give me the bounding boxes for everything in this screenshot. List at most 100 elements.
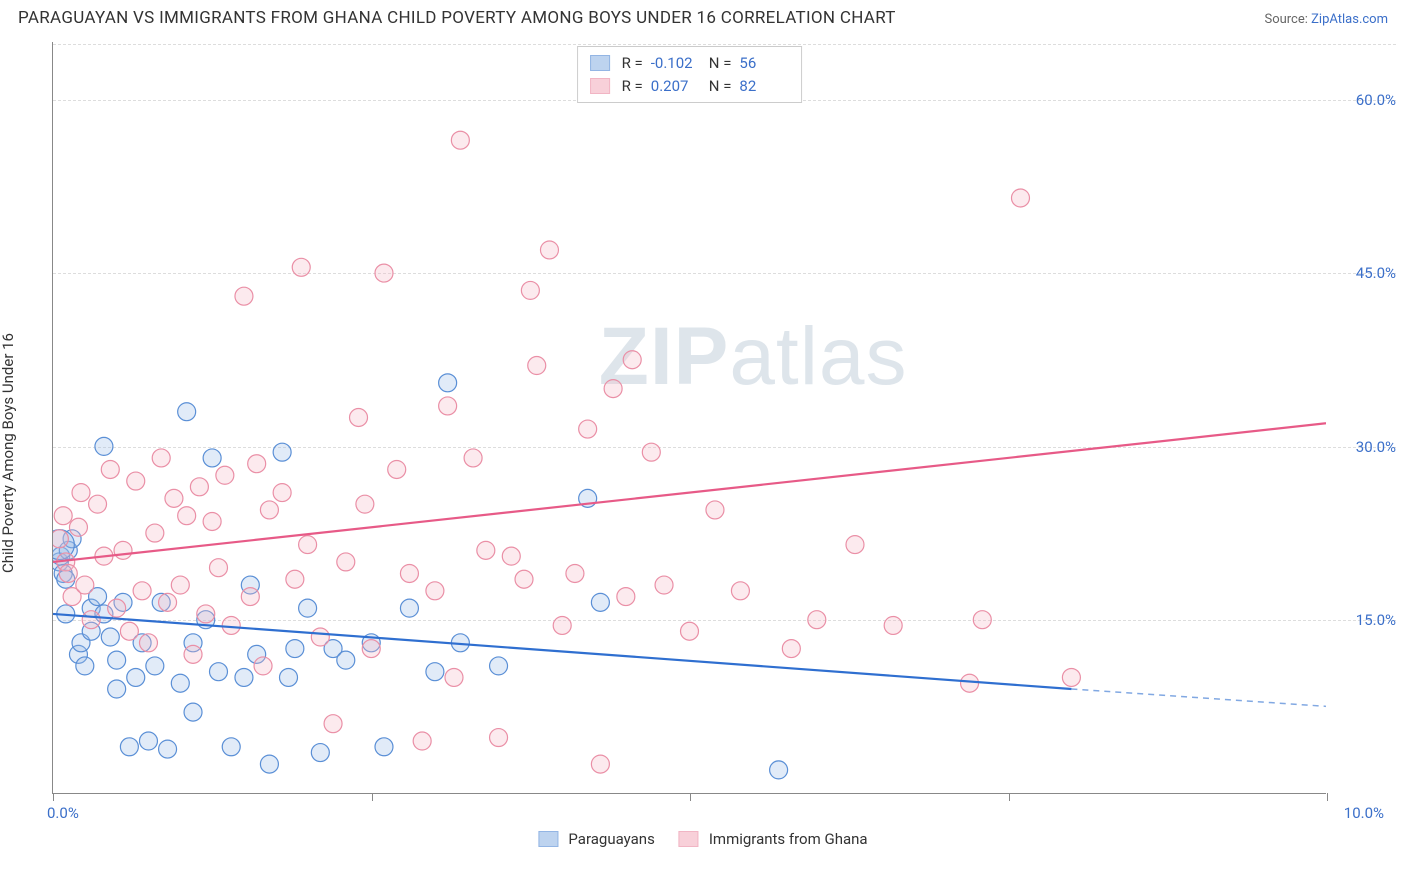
data-point <box>706 501 724 519</box>
data-point <box>413 732 431 750</box>
data-point <box>490 657 508 675</box>
y-tick-label: 45.0% <box>1336 264 1396 282</box>
data-point <box>553 616 571 634</box>
data-point <box>528 357 546 375</box>
data-point <box>515 570 533 588</box>
data-point <box>426 582 444 600</box>
data-point <box>197 605 215 623</box>
x-tick <box>690 793 691 801</box>
data-point <box>127 668 145 686</box>
data-point <box>146 524 164 542</box>
data-point <box>248 455 266 473</box>
data-point <box>89 495 107 513</box>
data-point <box>209 559 227 577</box>
data-point <box>681 622 699 640</box>
chart-container: Child Poverty Among Boys Under 16 ZIPatl… <box>0 34 1406 854</box>
data-point <box>884 616 902 634</box>
data-point <box>311 744 329 762</box>
data-point <box>120 622 138 640</box>
data-point <box>521 281 539 299</box>
data-point <box>139 634 157 652</box>
x-tick <box>1009 793 1010 801</box>
data-point <box>400 564 418 582</box>
trend-line <box>53 423 1326 562</box>
data-point <box>127 472 145 490</box>
data-point <box>350 409 368 427</box>
x-tick <box>53 793 54 801</box>
data-point <box>273 484 291 502</box>
data-point <box>69 518 87 536</box>
data-point <box>241 588 259 606</box>
stat-r-label: R = <box>622 52 643 75</box>
data-point <box>846 536 864 554</box>
data-point <box>961 674 979 692</box>
data-point <box>579 420 597 438</box>
data-point <box>337 651 355 669</box>
chart-title: PARAGUAYAN VS IMMIGRANTS FROM GHANA CHIL… <box>18 8 896 28</box>
x-tick-label: 0.0% <box>47 804 79 822</box>
data-point <box>591 593 609 611</box>
data-point <box>59 564 77 582</box>
data-point <box>356 495 374 513</box>
source-link[interactable]: ZipAtlas.com <box>1311 12 1388 27</box>
data-point <box>439 397 457 415</box>
data-point <box>76 576 94 594</box>
data-point <box>184 645 202 663</box>
source-prefix: Source: <box>1264 12 1311 27</box>
data-point <box>139 732 157 750</box>
data-point <box>209 663 227 681</box>
data-point <box>623 351 641 369</box>
trend-line-extrapolated <box>1071 689 1326 706</box>
data-point <box>152 449 170 467</box>
data-point <box>280 668 298 686</box>
data-point <box>108 599 126 617</box>
data-point <box>1062 668 1080 686</box>
legend-swatch <box>538 831 558 847</box>
data-point <box>273 443 291 461</box>
data-point <box>133 582 151 600</box>
data-point <box>76 657 94 675</box>
y-axis-label: Child Poverty Among Boys Under 16 <box>0 333 17 573</box>
data-point <box>101 461 119 479</box>
data-point <box>120 738 138 756</box>
data-point <box>808 611 826 629</box>
data-point <box>165 489 183 507</box>
data-point <box>178 403 196 421</box>
data-point <box>375 264 393 282</box>
data-point <box>324 715 342 733</box>
data-point <box>770 761 788 779</box>
data-point <box>337 553 355 571</box>
data-point <box>362 640 380 658</box>
x-tick-label: 10.0% <box>1344 804 1384 822</box>
data-point <box>642 443 660 461</box>
data-point <box>95 437 113 455</box>
legend-swatch <box>590 78 610 94</box>
data-point <box>311 628 329 646</box>
y-tick-label: 60.0% <box>1336 91 1396 109</box>
stat-r-value: -0.102 <box>651 52 701 75</box>
data-point <box>159 740 177 758</box>
data-point <box>178 507 196 525</box>
data-point <box>82 611 100 629</box>
data-point <box>54 507 72 525</box>
legend-stats: R = -0.102 N = 56 R = 0.207 N = 82 <box>577 46 803 103</box>
data-point <box>171 674 189 692</box>
y-tick-label: 30.0% <box>1336 438 1396 456</box>
data-point <box>146 657 164 675</box>
data-point <box>203 512 221 530</box>
data-point <box>101 628 119 646</box>
data-point <box>439 374 457 392</box>
data-point <box>222 616 240 634</box>
data-point <box>400 599 418 617</box>
stat-r-label: R = <box>622 75 643 98</box>
data-point <box>72 484 90 502</box>
data-point <box>540 241 558 259</box>
data-point <box>445 668 463 686</box>
legend-stat-row: R = 0.207 N = 82 <box>590 75 790 98</box>
data-point <box>617 588 635 606</box>
x-tick <box>372 793 373 801</box>
data-point <box>591 755 609 773</box>
data-point <box>203 449 221 467</box>
scatter-svg <box>53 42 1326 793</box>
x-tick <box>1327 793 1328 801</box>
